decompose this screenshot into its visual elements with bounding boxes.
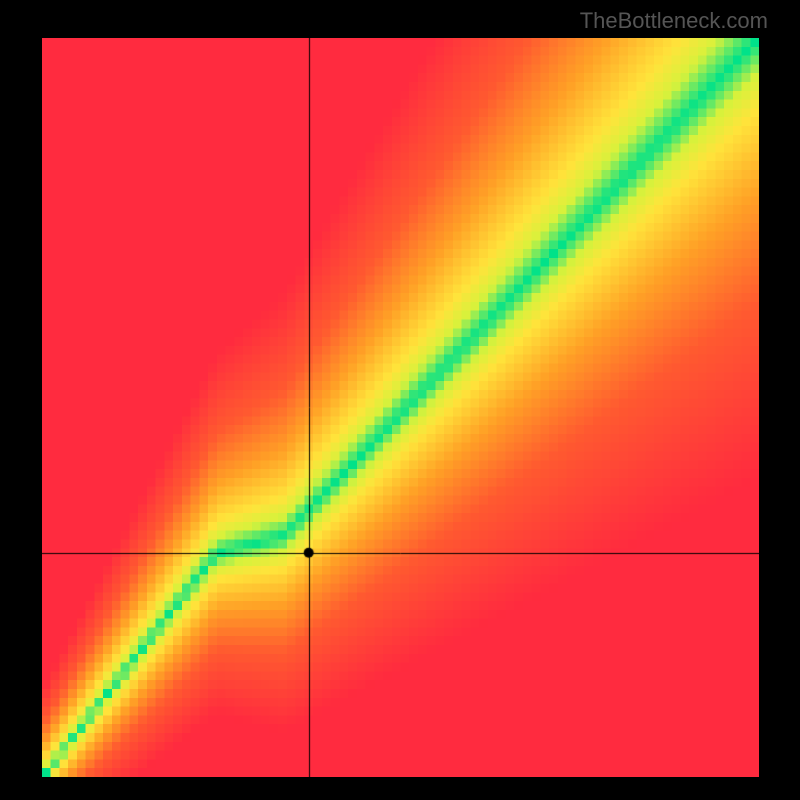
watermark-text: TheBottleneck.com [580, 8, 768, 34]
chart-container: TheBottleneck.com [0, 0, 800, 800]
heatmap-plot [42, 38, 759, 777]
